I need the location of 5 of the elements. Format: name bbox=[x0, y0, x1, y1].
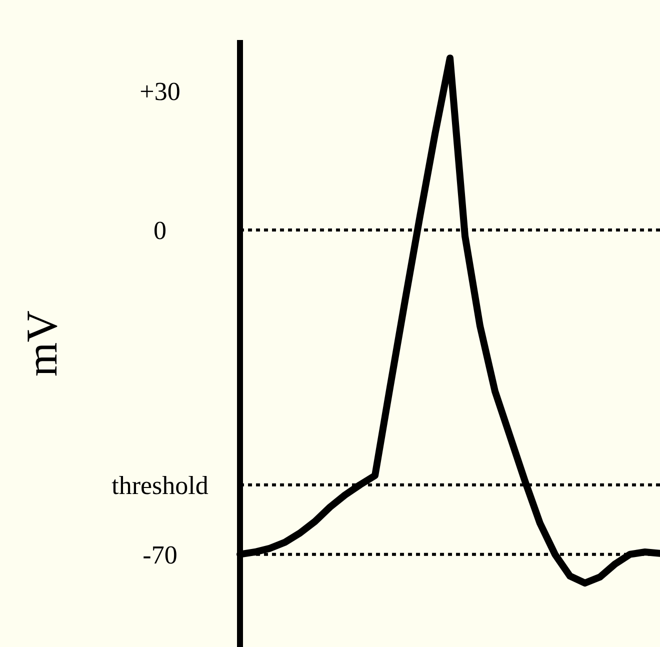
y-axis-title: mV bbox=[18, 310, 66, 376]
y-tick-label: +30 bbox=[140, 77, 180, 106]
y-tick-label: threshold bbox=[112, 470, 208, 500]
y-tick-label: -70 bbox=[142, 540, 178, 570]
y-tick-label: 0 bbox=[154, 216, 166, 246]
